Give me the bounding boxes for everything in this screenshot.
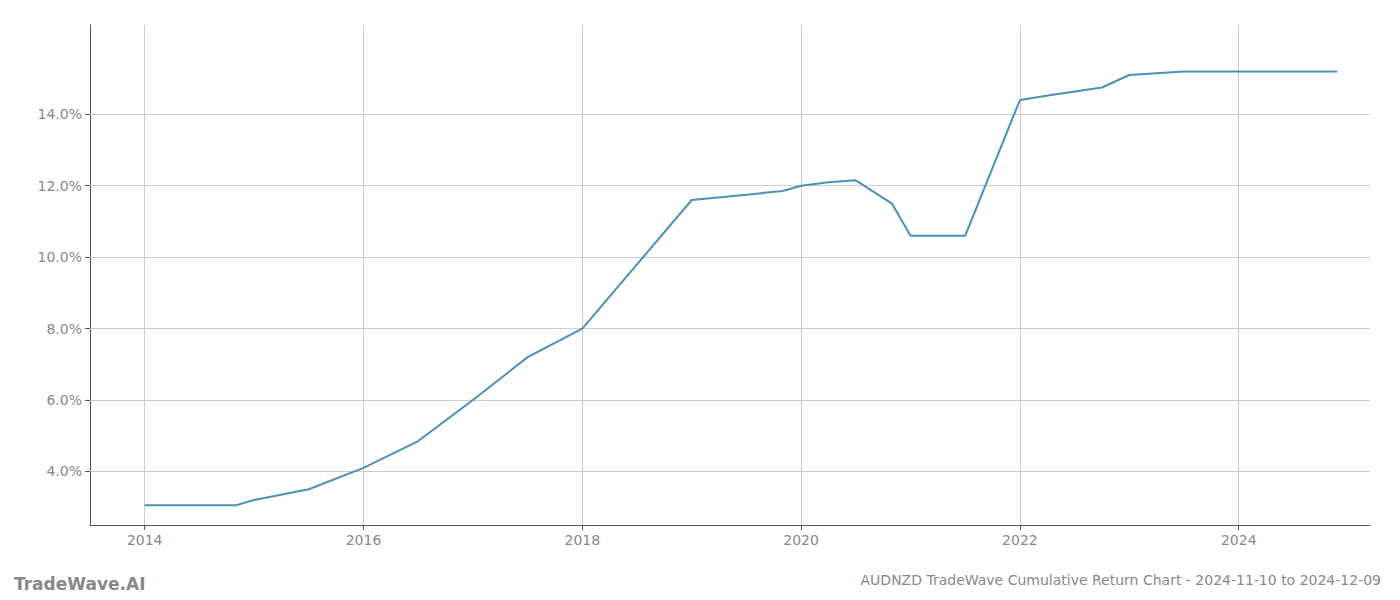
svg-text:4.0%: 4.0% xyxy=(46,463,82,479)
svg-text:2016: 2016 xyxy=(346,532,382,548)
svg-text:2020: 2020 xyxy=(783,532,819,548)
svg-text:AUDNZD TradeWave Cumulative Re: AUDNZD TradeWave Cumulative Return Chart… xyxy=(861,572,1381,588)
svg-text:2024: 2024 xyxy=(1221,532,1257,548)
svg-text:8.0%: 8.0% xyxy=(46,321,82,337)
svg-text:2022: 2022 xyxy=(1002,532,1038,548)
svg-text:14.0%: 14.0% xyxy=(38,106,82,122)
svg-text:2014: 2014 xyxy=(127,532,163,548)
svg-text:6.0%: 6.0% xyxy=(46,392,82,408)
svg-text:TradeWave.AI: TradeWave.AI xyxy=(14,574,145,594)
svg-text:10.0%: 10.0% xyxy=(38,249,82,265)
svg-text:12.0%: 12.0% xyxy=(38,178,82,194)
svg-text:2018: 2018 xyxy=(564,532,600,548)
